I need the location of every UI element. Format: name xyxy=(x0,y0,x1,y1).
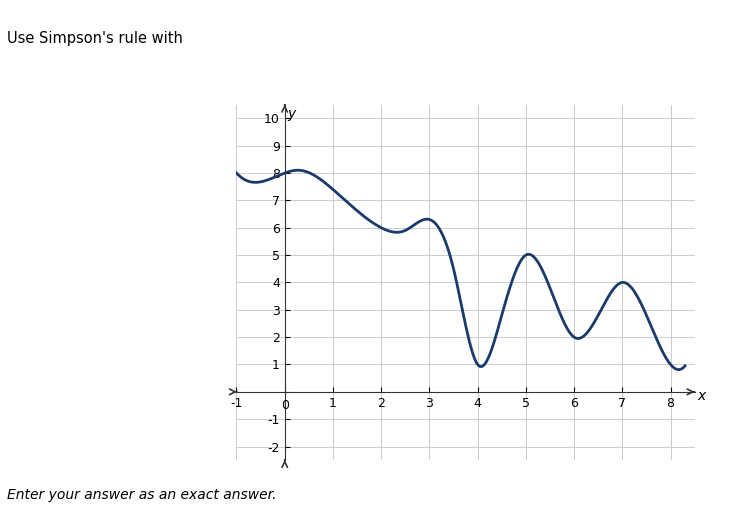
Text: Enter your answer as an exact answer.: Enter your answer as an exact answer. xyxy=(7,488,277,502)
Text: x: x xyxy=(697,389,705,403)
Text: 0: 0 xyxy=(281,399,289,412)
Text: y: y xyxy=(287,107,296,121)
Text: Use Simpson's rule with: Use Simpson's rule with xyxy=(7,31,188,47)
